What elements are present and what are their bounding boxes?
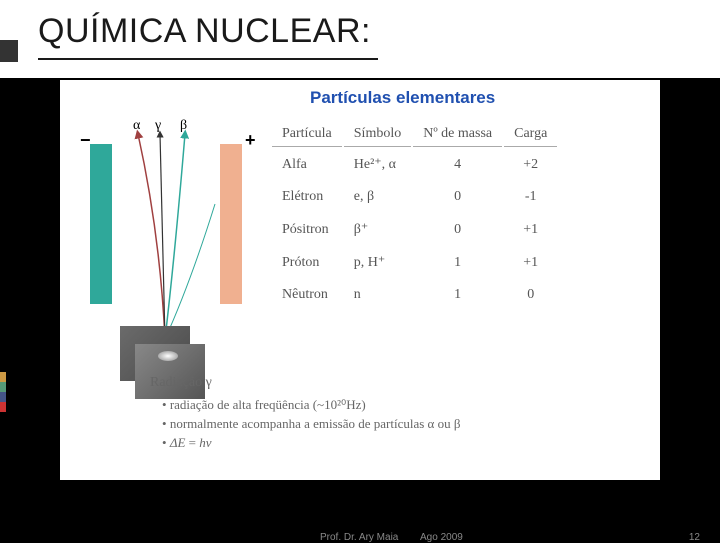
content-panel: Partículas elementares α γ β − +: [60, 80, 660, 480]
col-simbolo: Símbolo: [344, 122, 411, 147]
title-underline: [38, 58, 378, 60]
accent-rect: [0, 40, 18, 62]
table-row: Prótonp, H⁺1+1: [272, 247, 557, 278]
table-row: Elétrone, β0-1: [272, 182, 557, 212]
table-row: AlfaHe²⁺, α4+2: [272, 149, 557, 180]
footer-page: 12: [689, 532, 700, 543]
accent-stripe: [0, 382, 6, 392]
radiation-item: radiação de alta freqüência (~10²⁰Hz): [162, 397, 620, 413]
radiation-section: Radiação γ radiação de alta freqüência (…: [150, 375, 620, 454]
footer-author: Prof. Dr. Ary Maia: [320, 532, 398, 543]
table-header-row: Partícula Símbolo Nº de massa Carga: [272, 122, 557, 147]
rays-svg: [70, 114, 260, 354]
radiation-list: radiação de alta freqüência (~10²⁰Hz) no…: [150, 397, 620, 451]
radiation-title: Radiação γ: [150, 375, 620, 391]
particle-table: Partícula Símbolo Nº de massa Carga Alfa…: [270, 120, 559, 312]
table-row: Pósitronβ⁺0+1: [272, 214, 557, 245]
table-body: AlfaHe²⁺, α4+2 Elétrone, β0-1 Pósitronβ⁺…: [272, 149, 557, 310]
accent-stripe: [0, 372, 6, 382]
accent-stripe: [0, 392, 6, 402]
content-subtitle: Partículas elementares: [310, 88, 495, 108]
radiation-item: normalmente acompanha a emissão de partí…: [162, 416, 620, 432]
accent-stripe: [0, 402, 6, 412]
slide: QUÍMICA NUCLEAR: Partículas elementares …: [0, 0, 720, 540]
slide-title: QUÍMICA NUCLEAR:: [38, 12, 371, 51]
col-carga: Carga: [504, 122, 557, 147]
table-row: Nêutronn10: [272, 280, 557, 310]
block-aperture: [158, 351, 178, 361]
radiation-item: ΔE = hν: [162, 435, 620, 451]
footer-date: Ago 2009: [420, 532, 463, 543]
col-particula: Partícula: [272, 122, 342, 147]
col-massa: Nº de massa: [413, 122, 502, 147]
